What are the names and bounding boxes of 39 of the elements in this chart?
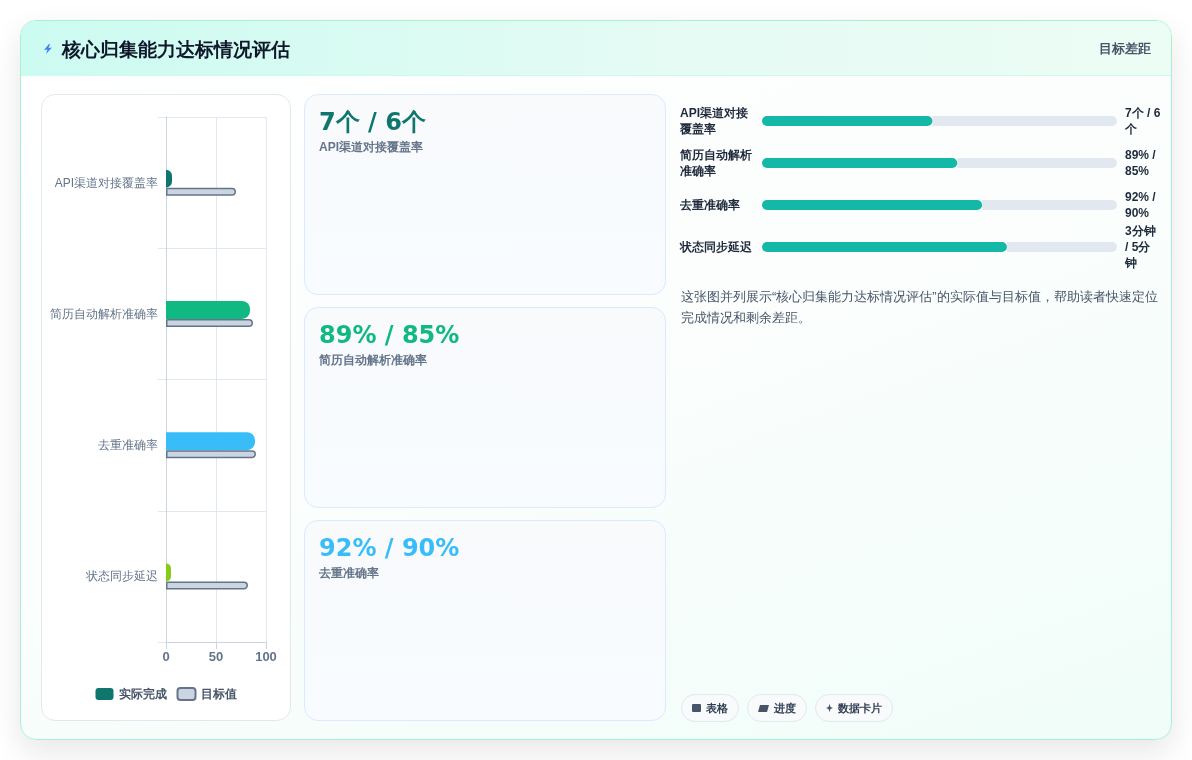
text: 3分钟 / 5分钟 <box>1125 224 1156 270</box>
bar <box>982 200 1117 210</box>
y-tick-label: 简历自动解析准确率 <box>679 148 752 178</box>
text: 核心归集能力达标情况评估 <box>62 38 290 62</box>
y-tick-label: 去重准确率 <box>98 438 158 453</box>
y-tick-label: 简历自动解析准确率 <box>50 306 158 321</box>
text: 89% / 85% <box>1125 148 1156 178</box>
bar <box>762 242 1007 252</box>
bar <box>762 158 958 168</box>
y-tick-label: 状态同步延迟 <box>85 569 158 584</box>
legend-label: 实际完成 <box>118 687 167 701</box>
y-tick-label: API渠道对接覆盖率 <box>679 106 749 136</box>
x-tick-label: 50 <box>208 649 224 664</box>
bar <box>762 200 983 210</box>
text: 92% / 90% <box>1125 190 1156 220</box>
category-label: API渠道对接覆盖率 <box>319 139 424 156</box>
text: 进度 <box>774 700 796 716</box>
bar <box>932 116 1117 126</box>
y-tick-label: 状态同步延迟 <box>679 240 753 254</box>
bar <box>166 432 255 451</box>
category-label: 去重准确率 <box>319 565 380 582</box>
y-tick-label: API渠道对接覆盖率 <box>54 175 158 190</box>
x-tick-label: 0 <box>162 649 170 664</box>
text: 这张图并列展示“核心归集能力达标情况评估”的实际值与目标值，帮助读者快速定位完成情况和剩余差距。 <box>681 288 1159 327</box>
text: 7个 / 6个 <box>319 108 426 136</box>
bar <box>166 300 250 319</box>
x-tick-label: 100 <box>255 649 277 664</box>
text: 目标差距 <box>1099 40 1151 58</box>
text: 数据卡片 <box>838 700 882 716</box>
bar <box>957 158 1117 168</box>
bar <box>1006 242 1117 252</box>
category-label: 简历自动解析准确率 <box>319 352 428 369</box>
text: 表格 <box>706 700 728 716</box>
text: 7个 / 6个 <box>1125 106 1161 136</box>
y-tick-label: 去重准确率 <box>679 198 740 212</box>
text: 89% / 85% <box>319 321 460 349</box>
bar <box>762 116 933 126</box>
text: 92% / 90% <box>319 534 460 562</box>
legend-label: 目标值 <box>200 687 237 701</box>
